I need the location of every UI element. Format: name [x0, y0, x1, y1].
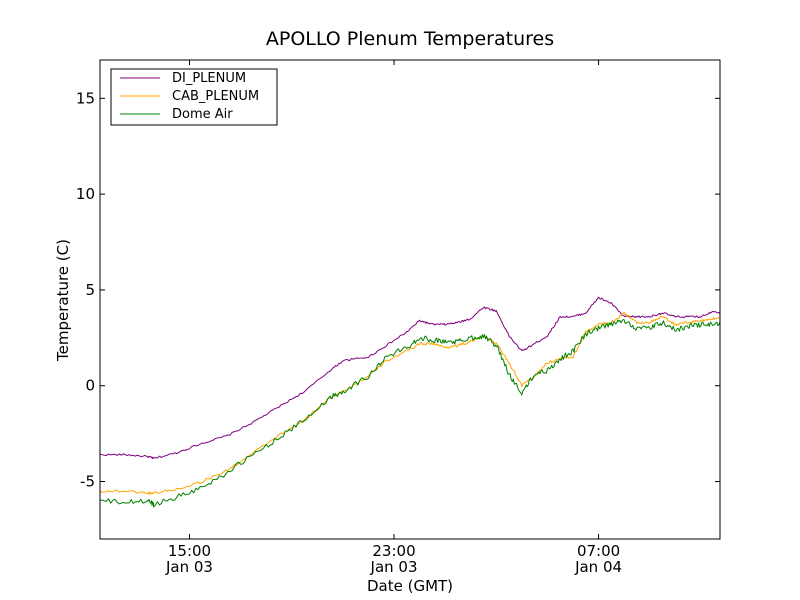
y-tick-label: 10	[76, 185, 95, 203]
y-axis-label: Temperature (C)	[54, 239, 72, 362]
series-layer	[100, 296, 720, 508]
x-tick-date-label: Jan 04	[574, 558, 622, 576]
x-tick-time-label: 07:00	[577, 542, 620, 560]
x-tick-date-label: Jan 03	[370, 558, 418, 576]
x-tick-date-label: Jan 03	[165, 558, 213, 576]
y-tick-label: 5	[85, 281, 95, 299]
legend-label-dome-air: Dome Air	[172, 107, 233, 122]
series-line-dome-air	[100, 319, 720, 508]
legend-label-di-plenum: DI_PLENUM	[172, 71, 246, 86]
legend-label-cab-plenum: CAB_PLENUM	[172, 89, 259, 104]
series-line-di-plenum	[100, 296, 720, 460]
x-axis-label: Date (GMT)	[367, 577, 453, 595]
x-tick-time-label: 15:00	[168, 542, 211, 560]
x-tick-time-label: 23:00	[372, 542, 415, 560]
chart-title: APOLLO Plenum Temperatures	[266, 28, 554, 50]
y-tick-label: -5	[80, 473, 95, 491]
y-tick-label: 15	[76, 89, 95, 107]
y-tick-label: 0	[85, 377, 95, 395]
plot-frame	[99, 59, 721, 540]
legend: DI_PLENUM CAB_PLENUM Dome Air	[110, 68, 278, 126]
